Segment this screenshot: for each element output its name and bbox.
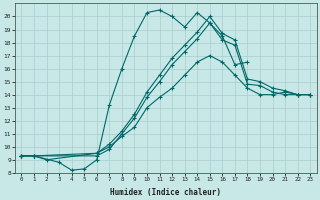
X-axis label: Humidex (Indice chaleur): Humidex (Indice chaleur) [110,188,221,197]
